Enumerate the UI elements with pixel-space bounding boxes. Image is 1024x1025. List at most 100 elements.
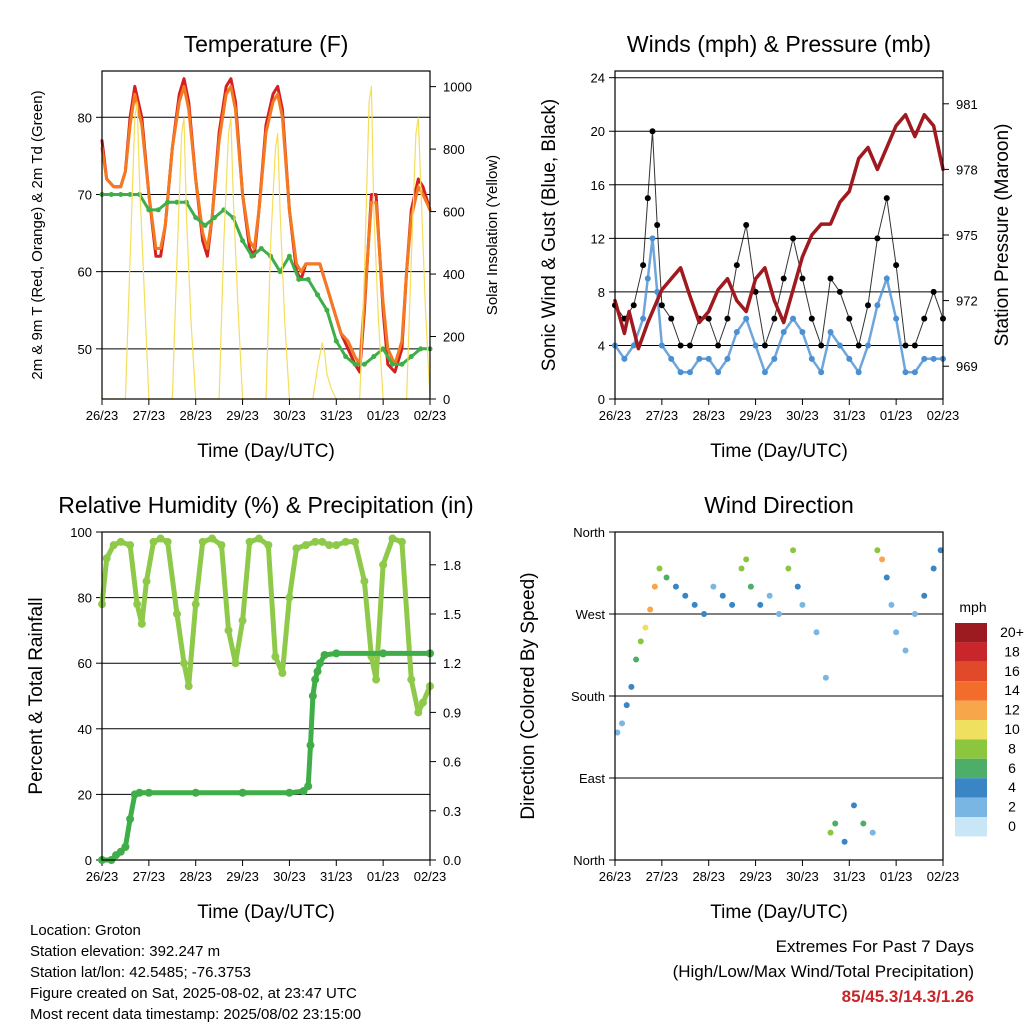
p3-ytick-label: 20 [78,787,92,802]
p4-ytick-label: North [573,525,605,540]
p3-series-relative-humidity-point [311,537,320,546]
p3-xtick-label: 30/23 [273,869,306,884]
p3-series-relative-humidity-point [180,659,188,668]
p4-direction-point [719,592,726,599]
p3-series-relative-humidity-point [285,593,294,602]
p4-direction-point [883,574,890,581]
p3-series-total-rainfall-point [315,659,324,668]
p3-series-total-rainfall-point [285,788,294,797]
p1-series-2m-td-point [240,238,246,244]
p2-series-gust [614,131,944,348]
p4-xtick-label: 30/23 [786,869,819,884]
p1-ylabel: 2m & 9m T (Red, Orange) & 2m Td (Green) [29,90,46,379]
p1-xtick-label: 26/23 [86,408,119,423]
p2-xtick-label: 02/23 [927,408,960,423]
p1-series-2m-td-point [127,191,133,197]
p3-series-relative-humidity-point [278,669,287,678]
p3-ytick-right-label: 0.0 [443,853,461,868]
p1-series-2m-td-point [165,199,171,205]
extremes-values: 85/45.3/14.3/1.26 [841,987,974,1006]
p3-ylabel: Percent & Total Rainfall [26,597,47,794]
p3-series-relative-humidity-point [264,541,273,550]
p4-direction-point [710,583,717,590]
colorbar-label: 2 [1008,799,1016,815]
p1-series-2m-td-point [399,361,405,367]
colorbar-swatch [955,681,987,701]
p3-series-total-rainfall-point [313,667,322,676]
p1-series-2m-td-point [146,207,152,213]
p3-series-total-rainfall-point [379,649,388,658]
p1-series-2m-td-point [118,191,124,197]
p2-xtick-label: 28/23 [692,408,725,423]
colorbar-label: 8 [1008,740,1016,756]
p4-direction-point [893,629,900,636]
p3-xlabel: Time (Day/UTC) [197,902,335,923]
p4-direction-point [911,611,918,617]
p1-series-2m-td-point [258,246,264,252]
p1-series-2m-td-point [193,215,199,221]
p3-series-relative-humidity-point [142,577,151,586]
p3-series-total-rainfall-point [304,782,313,791]
p2-ytick-right-label: 972 [956,294,978,309]
p1-series-2m-td-point [155,207,161,213]
p3-xtick-label: 01/23 [367,869,400,884]
p1-series-2m-td-point [296,276,302,282]
p3-series-relative-humidity-point [397,537,406,546]
p3-series-relative-humidity-point [217,541,226,550]
colorbar-label: 14 [1004,682,1020,698]
p4-direction-point [790,547,797,554]
colorbar-swatch [955,817,987,837]
p4-direction-point [776,611,782,617]
colorbar-label: 20+ [1000,624,1024,640]
p4-direction-point [682,592,689,599]
p3-series-relative-humidity-point [156,534,165,543]
p1-ytick-right-label: 1000 [443,80,472,95]
p3-series-total-rainfall-point [135,788,144,797]
colorbar-label: 10 [1004,721,1020,737]
p1-series-solar-insolation [101,85,431,400]
p3-series-total-rainfall-point [191,788,200,797]
p4-direction-point [921,592,928,599]
p3-series-total-rainfall-point [306,741,315,750]
p3-ytick-label: 40 [78,722,92,737]
p3-ytick-right-label: 1.2 [443,656,461,671]
p3-series-total-rainfall [99,650,433,863]
p4-direction-point [628,683,635,690]
p3-series-total-rainfall-point [308,692,317,700]
p4-direction-point [860,820,867,827]
created-text: Figure created on Sat, 2025-08-02, at 23… [30,985,357,1002]
p3-xtick-label: 26/23 [86,869,119,884]
colorbar-label: 0 [1008,818,1016,834]
p4-direction-point [672,583,679,590]
p3-series-relative-humidity-point [149,537,158,546]
p3-series-relative-humidity-point [224,626,233,635]
colorbar-label: 18 [1004,643,1020,659]
p3-xtick-label: 28/23 [179,869,212,884]
p4-xtick-label: 27/23 [646,869,679,884]
p3-series-relative-humidity-point [126,541,135,550]
p1-xtick-label: 27/23 [133,408,166,423]
p3-series-relative-humidity-point [254,534,263,543]
p1-series-2m-td-point [343,354,349,360]
p3-series-relative-humidity-point [191,600,200,609]
p3-series-relative-humidity-point [102,554,111,563]
p1-xlabel: Time (Day/UTC) [197,441,335,462]
p3-ytick-right-label: 1.8 [443,558,461,573]
p4-direction-point [902,647,909,654]
p4-direction-point [888,601,895,608]
p3-series-relative-humidity-point [372,675,381,684]
p1-series-9m-t [100,84,432,366]
p4-ytick-label: East [579,771,605,786]
p1-series-2m-td-point [249,253,255,259]
p4-direction-point [822,674,829,681]
p3-ytick-right-label: 0.3 [443,804,461,819]
p4-direction-point [633,656,640,663]
p4-plot-frame [614,531,944,861]
p2-title: Winds (mph) & Pressure (mb) [627,31,931,57]
p3-series-relative-humidity-point [163,537,172,546]
colorbar-swatch [955,758,987,779]
extremes-subtitle: (High/Low/Max Wind/Total Precipitation) [672,962,974,981]
p1-series-2m-td-point [390,361,396,367]
p2-xtick-label: 01/23 [880,408,913,423]
p3-series-relative-humidity-point [388,534,397,543]
